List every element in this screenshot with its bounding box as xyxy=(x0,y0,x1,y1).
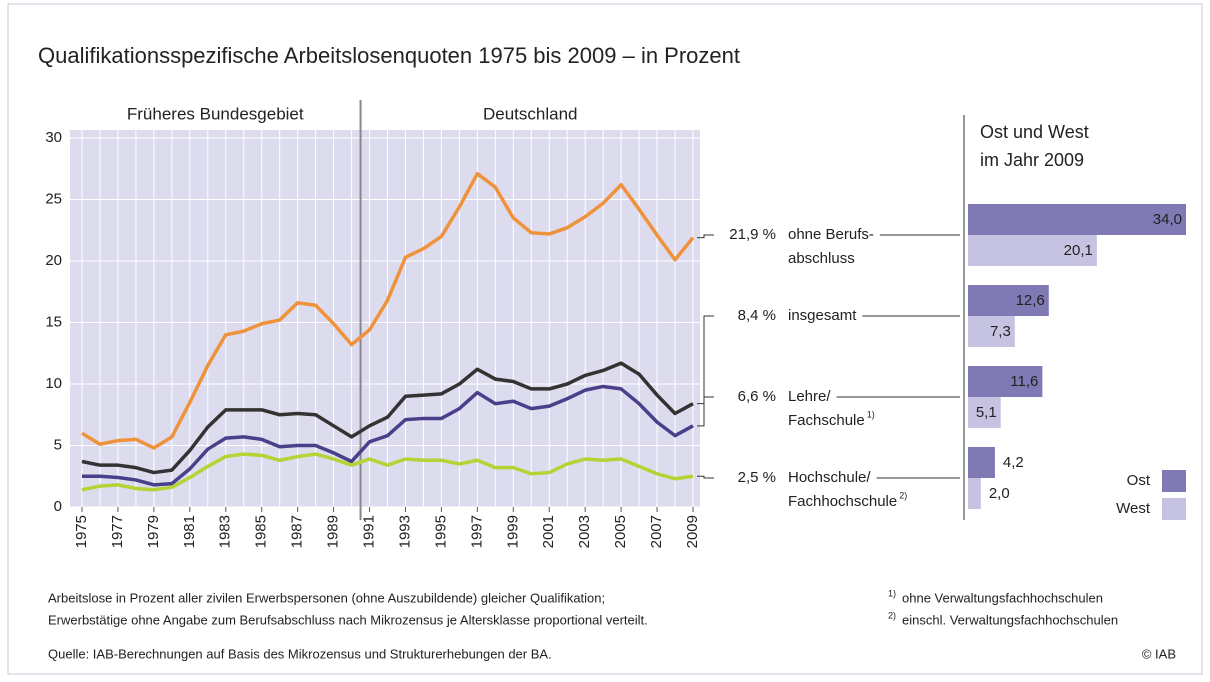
y-tick-label: 10 xyxy=(45,375,62,392)
line-series xyxy=(81,452,694,492)
leader-line xyxy=(697,396,714,427)
legend-label: Ost xyxy=(1127,472,1151,489)
series-label: Fachhochschule xyxy=(788,493,897,510)
line-series xyxy=(81,361,694,475)
note-mark: 2) xyxy=(899,490,907,500)
line-series xyxy=(81,171,695,450)
bar-value-label: 11,6 xyxy=(1010,373,1038,390)
end-value-label: 21,9 % xyxy=(729,226,776,243)
bar xyxy=(968,478,981,509)
y-tick-label: 25 xyxy=(45,190,62,207)
end-value-label: 8,4 % xyxy=(738,307,776,324)
series-label: Fachschule xyxy=(788,412,865,429)
x-tick-label: 1981 xyxy=(181,515,198,548)
footnote: ohne Verwaltungsfachhochschulen xyxy=(902,590,1103,605)
bar-chart-title: Ost und West xyxy=(980,122,1089,142)
y-tick-label: 15 xyxy=(45,313,62,330)
y-tick-label: 0 xyxy=(54,498,62,515)
legend-swatch xyxy=(1162,498,1186,520)
series-label: abschluss xyxy=(788,250,855,267)
legend-label: West xyxy=(1116,500,1151,517)
source: Quelle: IAB-Berechnungen auf Basis des M… xyxy=(48,646,552,661)
line-series xyxy=(82,384,694,487)
y-tick-label: 5 xyxy=(54,436,62,453)
x-tick-label: 1995 xyxy=(432,515,449,548)
x-tick-label: 1985 xyxy=(253,515,270,548)
y-tick-label: 30 xyxy=(45,129,62,146)
y-tick-label: 20 xyxy=(45,252,62,269)
end-value-label: 2,5 % xyxy=(738,469,776,486)
note: Erwerbstätige ohne Angabe zum Berufsabsc… xyxy=(48,612,648,627)
bar xyxy=(968,447,995,478)
series-label: insgesamt xyxy=(788,307,857,324)
bar-value-label: 5,1 xyxy=(976,404,997,421)
bar xyxy=(968,285,1049,316)
series-label: Hochschule/ xyxy=(788,469,871,486)
bar-value-label: 34,0 xyxy=(1153,211,1182,228)
legend-swatch xyxy=(1162,470,1186,492)
bar-value-label: 7,3 xyxy=(990,323,1011,340)
x-tick-label: 1977 xyxy=(109,515,126,548)
footnote: einschl. Verwaltungsfachhochschulen xyxy=(902,612,1118,627)
bar-value-label: 2,0 xyxy=(989,485,1010,502)
x-tick-label: 1991 xyxy=(360,515,377,548)
x-tick-label: 2005 xyxy=(612,515,629,548)
end-value-label: 6,6 % xyxy=(738,388,776,405)
x-tick-label: 2003 xyxy=(576,515,593,548)
x-tick-label: 1993 xyxy=(396,515,413,548)
chart-title: Qualifikationsspezifische Arbeitslosenqu… xyxy=(38,43,740,68)
region-label: Deutschland xyxy=(483,104,578,123)
x-tick-label: 2007 xyxy=(648,515,665,548)
x-tick-label: 1999 xyxy=(504,515,521,548)
leader-line xyxy=(697,234,714,239)
bar xyxy=(968,397,1001,428)
bar xyxy=(968,366,1043,397)
plot-background xyxy=(70,130,700,507)
bar xyxy=(968,316,1015,347)
copyright: © IAB xyxy=(1142,646,1176,661)
region-label: Früheres Bundesgebiet xyxy=(127,104,304,123)
footnote-mark: 2) xyxy=(888,610,896,620)
bar-value-label: 4,2 xyxy=(1003,454,1024,471)
x-tick-label: 1983 xyxy=(217,515,234,548)
series-label: ohne Berufs- xyxy=(788,226,874,243)
frame xyxy=(7,3,1203,675)
bar xyxy=(968,235,1097,266)
note: Arbeitslose in Prozent aller zivilen Erw… xyxy=(48,590,605,605)
leader-line xyxy=(697,475,714,479)
x-tick-label: 1979 xyxy=(145,515,162,548)
x-tick-label: 1975 xyxy=(73,515,90,548)
x-tick-label: 2009 xyxy=(684,515,701,548)
leader-line xyxy=(697,315,714,405)
x-tick-label: 1989 xyxy=(325,515,342,548)
series-label: Lehre/ xyxy=(788,388,831,405)
x-tick-label: 1987 xyxy=(289,515,306,548)
x-tick-label: 2001 xyxy=(540,515,557,548)
bar-value-label: 12,6 xyxy=(1016,292,1045,309)
bar-value-label: 20,1 xyxy=(1064,242,1093,259)
x-tick-label: 1997 xyxy=(468,515,485,548)
footnote-mark: 1) xyxy=(888,588,896,598)
bar-chart-title: im Jahr 2009 xyxy=(980,150,1084,170)
note-mark: 1) xyxy=(867,409,875,419)
bar xyxy=(968,204,1186,235)
